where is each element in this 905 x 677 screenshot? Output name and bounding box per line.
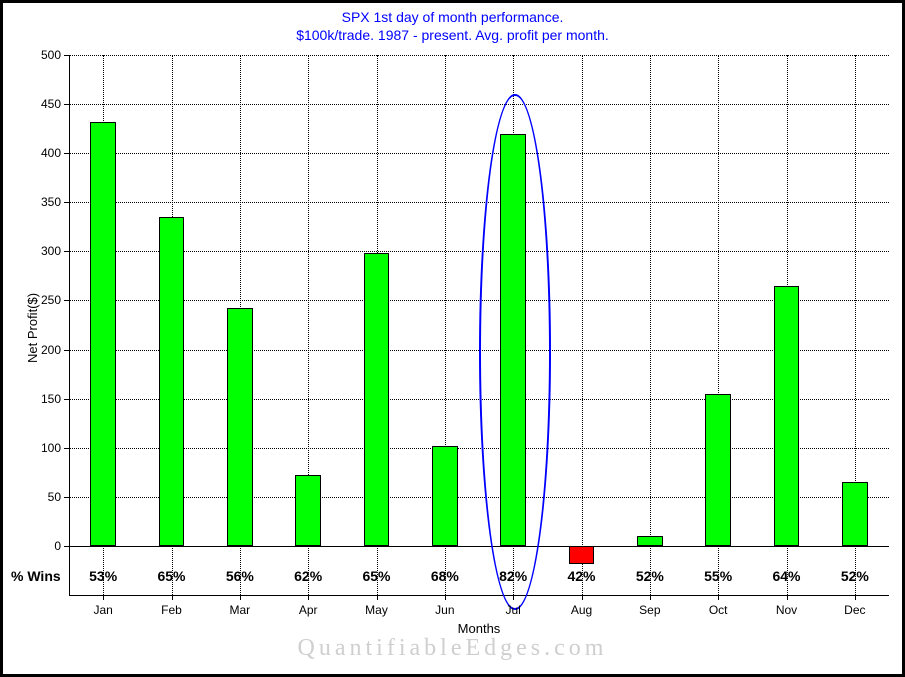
plot-area (69, 55, 889, 595)
gridline-y (69, 153, 889, 154)
x-tick (377, 595, 378, 600)
y-tick-label: 500 (21, 48, 61, 62)
win-pct-jan: 53% (89, 568, 117, 584)
win-pct-aug: 42% (567, 568, 595, 584)
bar-feb (159, 217, 185, 546)
gridline-y (69, 350, 889, 351)
y-tick (64, 104, 69, 105)
x-tick-label: Aug (571, 603, 592, 617)
gridline-y (69, 497, 889, 498)
y-tick (64, 300, 69, 301)
y-tick-label: 300 (21, 244, 61, 258)
x-tick-label: Nov (776, 603, 797, 617)
x-axis-title: Months (69, 621, 889, 636)
wins-row-heading: % Wins (11, 568, 61, 584)
y-tick (64, 448, 69, 449)
bar-apr (295, 475, 321, 546)
x-tick-label: May (365, 603, 388, 617)
win-pct-dec: 52% (841, 568, 869, 584)
y-tick-label: 0 (21, 539, 61, 553)
y-tick (64, 546, 69, 547)
y-tick (64, 202, 69, 203)
win-pct-nov: 64% (772, 568, 800, 584)
x-tick-label: Dec (844, 603, 865, 617)
bar-aug (569, 546, 595, 564)
x-axis-zero-line (69, 546, 889, 547)
x-tick (513, 595, 514, 600)
gridline-y (69, 399, 889, 400)
bar-jul (500, 134, 526, 546)
gridline-y (69, 202, 889, 203)
win-pct-feb: 65% (157, 568, 185, 584)
x-tick-label: Jun (435, 603, 454, 617)
win-pct-apr: 62% (294, 568, 322, 584)
bar-nov (774, 286, 800, 546)
x-tick-label: Mar (229, 603, 250, 617)
y-tick-label: 200 (21, 343, 61, 357)
x-tick (855, 595, 856, 600)
bar-dec (842, 482, 868, 546)
x-tick (445, 595, 446, 600)
x-tick-label: Feb (161, 603, 182, 617)
bar-jan (90, 122, 116, 546)
gridline-y (69, 251, 889, 252)
gridline-y (69, 448, 889, 449)
x-tick (172, 595, 173, 600)
gridline-y (69, 300, 889, 301)
x-tick-label: Apr (299, 603, 318, 617)
y-tick (64, 55, 69, 56)
bar-may (364, 253, 390, 546)
x-tick (787, 595, 788, 600)
bar-oct (705, 394, 731, 546)
x-tick (650, 595, 651, 600)
x-tick-label: Sep (639, 603, 660, 617)
x-tick-label: Oct (709, 603, 728, 617)
y-tick (64, 399, 69, 400)
x-tick-label: Jul (505, 603, 520, 617)
win-pct-may: 65% (362, 568, 390, 584)
gridline-x (582, 55, 583, 595)
chart-frame: SPX 1st day of month performance. $100k/… (0, 0, 905, 677)
gridline-y (69, 104, 889, 105)
y-tick-label: 50 (21, 490, 61, 504)
y-tick-label: 350 (21, 195, 61, 209)
bar-jun (432, 446, 458, 546)
y-tick-label: 250 (21, 293, 61, 307)
win-pct-jul: 82% (499, 568, 527, 584)
gridline-x (650, 55, 651, 595)
x-tick (240, 595, 241, 600)
chart-title-line-2: $100k/trade. 1987 - present. Avg. profit… (3, 27, 902, 45)
x-tick (103, 595, 104, 600)
y-tick-label: 100 (21, 441, 61, 455)
win-pct-jun: 68% (431, 568, 459, 584)
chart-title-block: SPX 1st day of month performance. $100k/… (3, 9, 902, 44)
bar-mar (227, 308, 253, 546)
bar-sep (637, 536, 663, 546)
y-tick-label: 450 (21, 97, 61, 111)
y-tick (64, 350, 69, 351)
y-tick-label: 400 (21, 146, 61, 160)
win-pct-mar: 56% (226, 568, 254, 584)
y-tick (64, 153, 69, 154)
x-tick (582, 595, 583, 600)
y-tick-label: 150 (21, 392, 61, 406)
gridline-y (69, 55, 889, 56)
win-pct-sep: 52% (636, 568, 664, 584)
chart-title-line-1: SPX 1st day of month performance. (3, 9, 902, 27)
y-tick (64, 251, 69, 252)
x-tick (718, 595, 719, 600)
watermark-text: QuantifiableEdges.com (3, 635, 902, 662)
x-tick (308, 595, 309, 600)
y-tick (64, 497, 69, 498)
y-axis-line (69, 55, 70, 595)
x-axis-bottom-line (69, 595, 889, 596)
win-pct-oct: 55% (704, 568, 732, 584)
x-tick-label: Jan (93, 603, 112, 617)
